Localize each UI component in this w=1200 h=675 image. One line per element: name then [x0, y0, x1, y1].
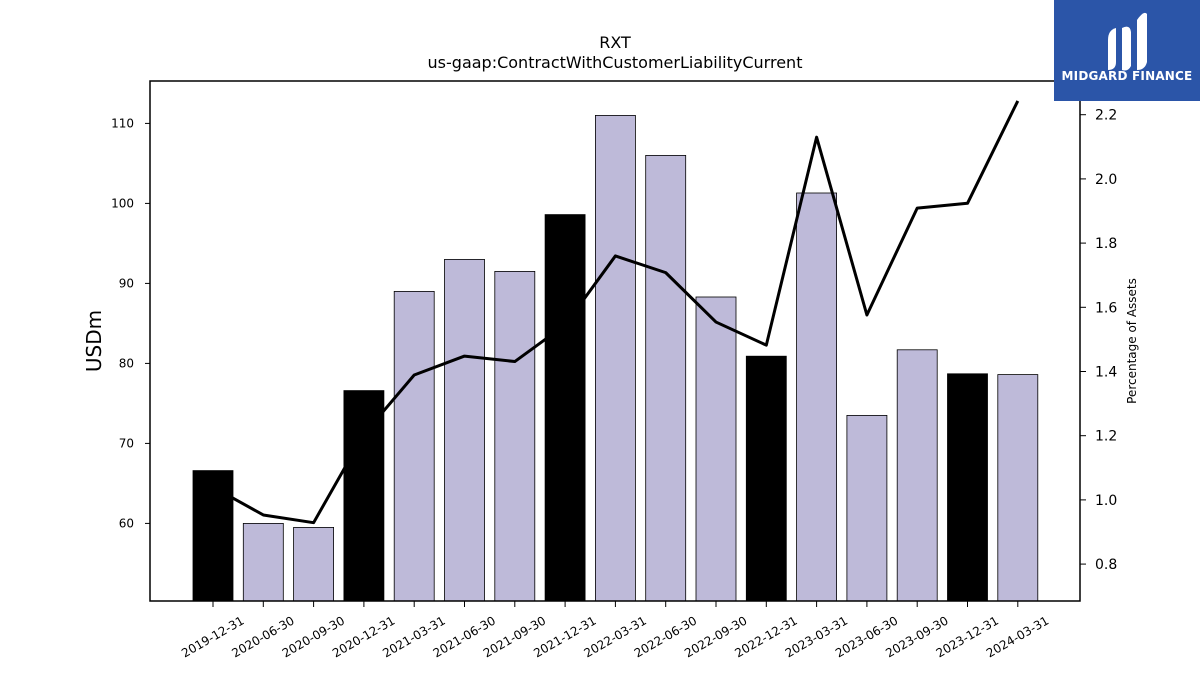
bar [343, 390, 385, 602]
bar [544, 214, 586, 602]
chart-subtitle: us-gaap:ContractWithCustomerLiabilityCur… [428, 53, 803, 72]
bar [695, 296, 737, 602]
y-tick-label: 90 [119, 276, 134, 290]
bar [846, 414, 888, 602]
bar [192, 470, 234, 602]
line-layer [212, 100, 1020, 525]
y2-tick-label: 0.8 [1095, 557, 1117, 573]
y2-tick-label: 1.6 [1095, 300, 1117, 316]
bar [494, 270, 536, 602]
y-tick-label: 60 [119, 516, 134, 530]
y-axis-label: USDm [82, 310, 106, 372]
percentage-line [212, 100, 1020, 525]
chart-title: RXT [599, 33, 631, 52]
bar [796, 192, 837, 602]
bars-layer [192, 115, 1039, 602]
bar [896, 349, 938, 602]
bar [745, 355, 787, 602]
y-tick-label: 110 [111, 116, 134, 130]
y2-tick-label: 1.4 [1095, 364, 1117, 380]
y2-tick-label: 1.2 [1095, 429, 1117, 445]
bar [645, 154, 687, 602]
y-tick-label: 70 [119, 436, 134, 450]
bar [242, 523, 284, 602]
y2-tick-label: 1.0 [1095, 493, 1117, 509]
y2-axis-label: Percentage of Assets [1125, 278, 1139, 404]
bar [393, 290, 435, 602]
y-tick-label: 100 [111, 196, 134, 210]
y2-tick-label: 2.0 [1095, 172, 1117, 188]
y2-tick-label: 2.2 [1095, 108, 1117, 124]
bar [997, 374, 1039, 602]
bar [444, 258, 485, 602]
bar [947, 373, 988, 602]
brand-logo: MIDGARD FINANCE [1054, 0, 1200, 101]
bar [595, 115, 636, 602]
y-tick-label: 80 [119, 356, 134, 370]
y2-tick-label: 1.8 [1095, 236, 1117, 252]
brand-logo-text: MIDGARD FINANCE [1061, 69, 1193, 83]
logo-mark-icon [1108, 12, 1147, 71]
bar [293, 527, 335, 602]
